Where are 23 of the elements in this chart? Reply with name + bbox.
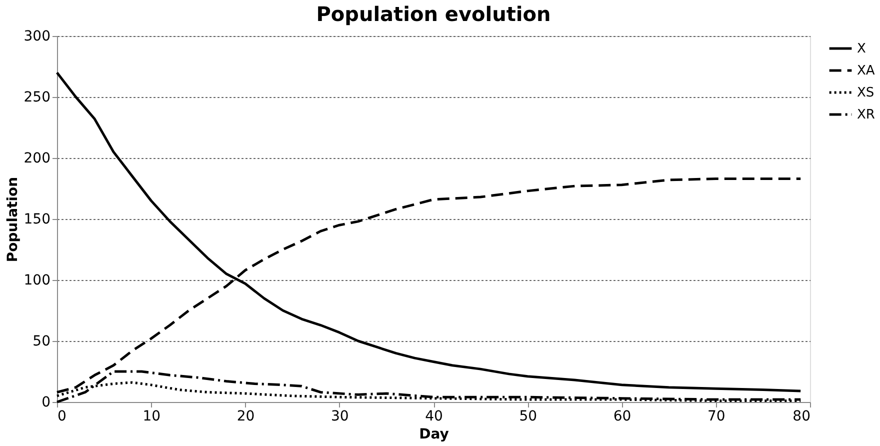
legend-label: X [857,42,866,56]
chart-title: Population evolution [316,2,551,26]
x-tick-label: 0 [58,408,66,424]
y-tick-label: 50 [32,334,50,350]
x-axis-title: Day [419,426,449,442]
y-tick-label: 0 [42,394,50,410]
legend-label: XR [857,108,875,122]
y-tick-label: 200 [24,150,50,166]
x-tick-label: 60 [613,408,632,424]
legend-label: XA [857,64,875,78]
x-tick-label: 20 [236,408,255,424]
x-tick-label: 30 [330,408,349,424]
x-tick-label: 10 [142,408,161,424]
y-tick-label: 300 [24,28,50,44]
y-axis-title: Population [4,176,21,262]
x-tick-label: 50 [519,408,538,424]
y-tick-label: 250 [24,90,50,106]
x-tick-label: 70 [707,408,726,424]
x-tick-label: 40 [425,408,443,424]
y-tick-label: 150 [24,212,50,228]
legend-label: XS [857,86,874,100]
y-tick-label: 100 [24,272,50,288]
x-tick-label: 80 [792,408,810,424]
